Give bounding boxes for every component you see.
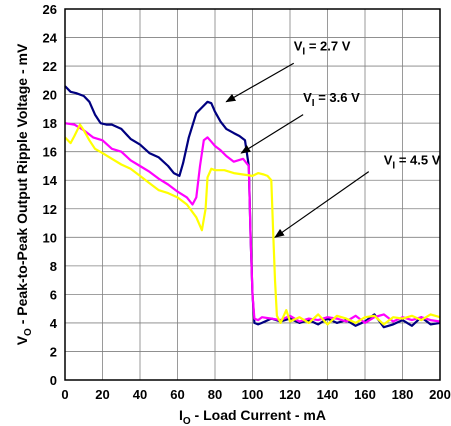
y-tick-6: 6 <box>50 287 57 302</box>
annotation-label-2: VI = 4.5 V <box>384 153 441 172</box>
x-tick-labels: 0 20 40 60 80 100 120 140 160 180 200 <box>61 387 450 402</box>
series-line-0 <box>64 85 441 329</box>
y-tick-16: 16 <box>43 145 57 160</box>
series-line-1 <box>64 122 441 324</box>
x-tick-140: 140 <box>317 387 339 402</box>
annotation-arrow-0 <box>225 62 295 103</box>
y-tick-4: 4 <box>50 316 58 331</box>
series-line-2 <box>64 123 441 326</box>
x-tick-200: 200 <box>429 387 451 402</box>
series-lines <box>64 85 441 329</box>
plot-frame <box>64 8 441 381</box>
y-tick-0: 0 <box>50 373 57 388</box>
x-tick-80: 80 <box>208 387 222 402</box>
annotation-label-0: VI = 2.7 V <box>294 38 351 57</box>
annotation-arrow-1 <box>240 114 304 154</box>
x-tick-60: 60 <box>170 387 184 402</box>
y-tick-8: 8 <box>50 259 57 274</box>
y-tick-24: 24 <box>43 31 58 46</box>
x-tick-40: 40 <box>133 387 147 402</box>
annotation-arrow-2 <box>274 171 370 238</box>
x-tick-100: 100 <box>242 387 264 402</box>
y-tick-18: 18 <box>43 116 57 131</box>
x-tick-120: 120 <box>279 387 301 402</box>
y-tick-20: 20 <box>43 88 57 103</box>
y-tick-26: 26 <box>43 2 57 17</box>
x-tick-20: 20 <box>95 387 109 402</box>
x-tick-180: 180 <box>392 387 414 402</box>
y-tick-10: 10 <box>43 230 57 245</box>
y-tick-2: 2 <box>50 344 57 359</box>
x-tick-0: 0 <box>61 387 68 402</box>
y-axis-title: VO - Peak-to-Peak Output Ripple Voltage … <box>14 43 34 345</box>
annotation-label-1: VI = 3.6 V <box>303 90 360 109</box>
y-tick-12: 12 <box>43 202 57 217</box>
x-axis-title: IO - Load Current - mA <box>179 407 326 426</box>
annotations: VI = 2.7 V VI = 3.6 V VI = 4.5 V <box>225 38 441 238</box>
y-tick-14: 14 <box>43 173 58 188</box>
x-tick-160: 160 <box>354 387 376 402</box>
y-tick-22: 22 <box>43 59 57 74</box>
